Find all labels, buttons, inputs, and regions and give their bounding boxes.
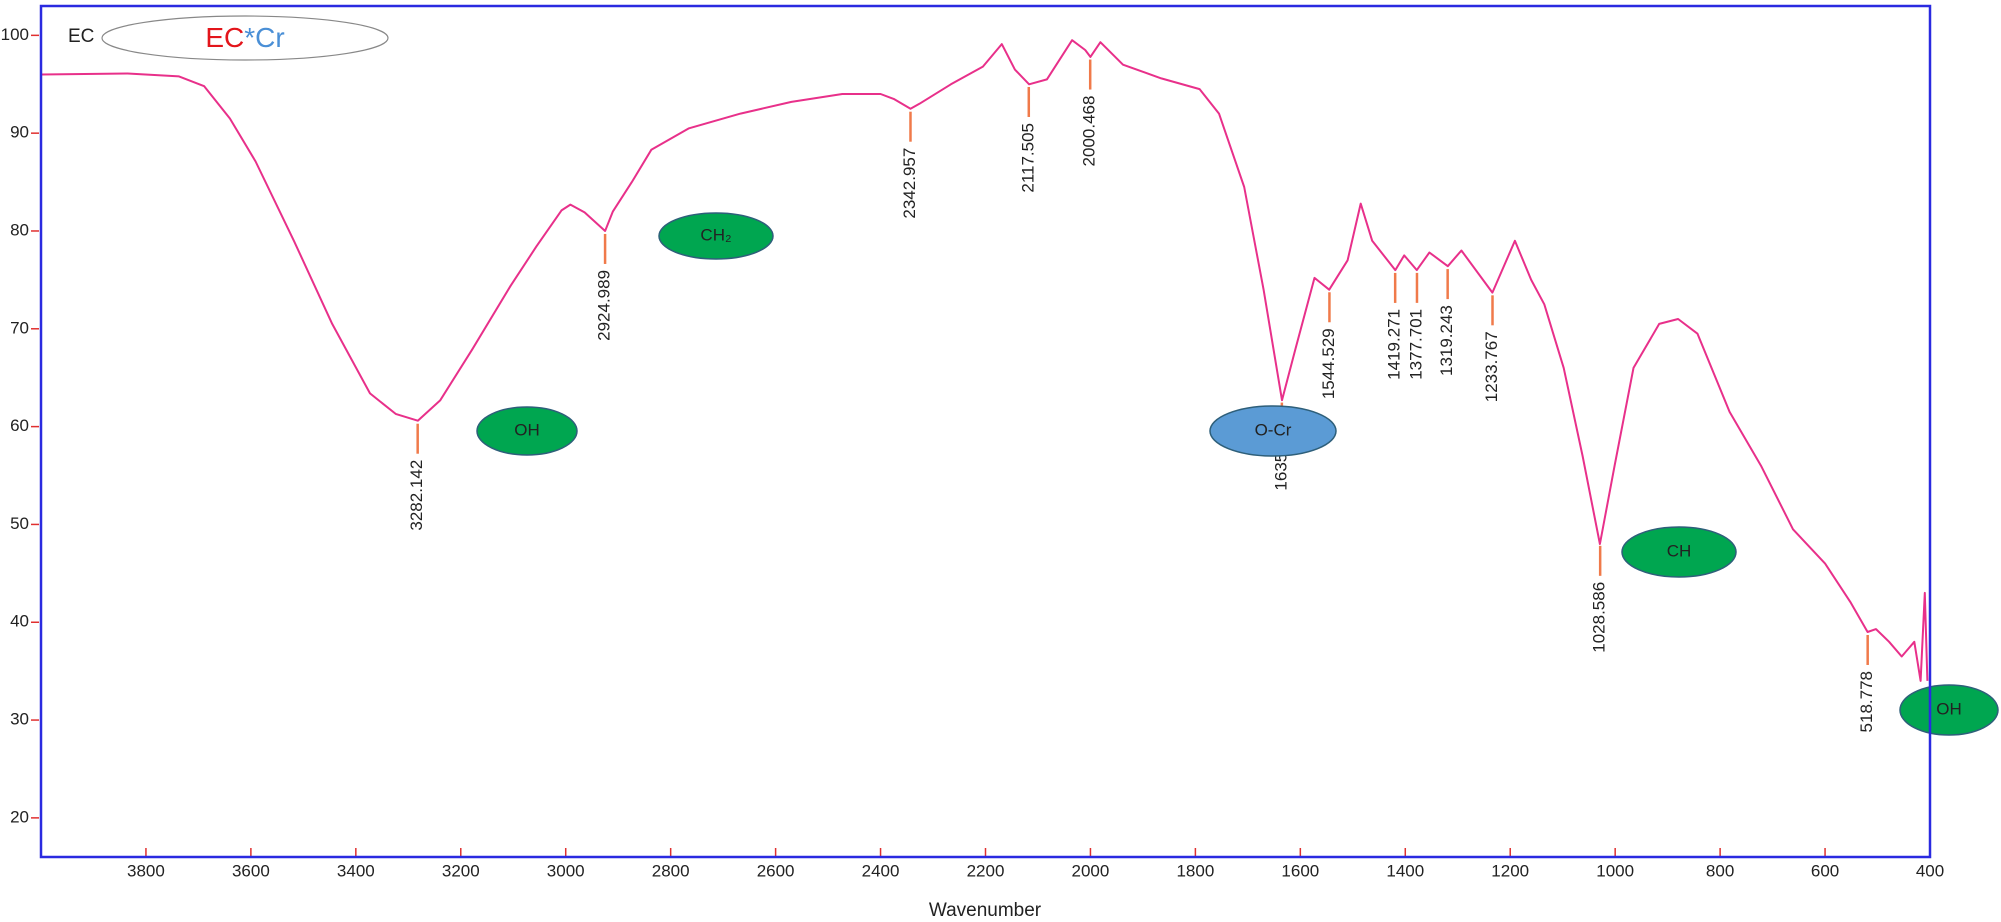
spectrum-line bbox=[40, 39, 1929, 682]
x-tick-label: 1600 bbox=[1281, 861, 1319, 880]
group-badge bbox=[658, 212, 774, 260]
x-tick-label: 2600 bbox=[757, 861, 795, 880]
peak-label: 2000.468 bbox=[1080, 96, 1099, 167]
y-tick-label: 90 bbox=[10, 123, 29, 142]
peak-label: 3282.142 bbox=[407, 460, 426, 531]
y-tick-label: 70 bbox=[10, 318, 29, 337]
y-tick-label: 30 bbox=[10, 710, 29, 729]
legend-series-name: EC bbox=[68, 26, 94, 47]
legend-sample-part: EC bbox=[205, 22, 244, 53]
peak-label: 2924.989 bbox=[595, 270, 614, 341]
legend-ellipse bbox=[101, 15, 389, 61]
group-label: CH bbox=[1667, 541, 1692, 560]
x-tick-label: 3800 bbox=[127, 861, 165, 880]
peak-label: 1377.701 bbox=[1406, 309, 1425, 380]
group-badge bbox=[1209, 405, 1337, 457]
peak-label: 518.778 bbox=[1857, 671, 1876, 732]
x-tick-label: 2400 bbox=[862, 861, 900, 880]
peak-label: 1028.586 bbox=[1590, 582, 1609, 653]
group-badge bbox=[1621, 526, 1737, 578]
group-label: OH bbox=[514, 420, 540, 439]
x-tick-label: 3000 bbox=[547, 861, 585, 880]
y-tick-label: 20 bbox=[10, 807, 29, 826]
group-label: OH bbox=[1936, 699, 1962, 718]
x-tick-label: 3400 bbox=[337, 861, 375, 880]
x-tick-label: 3200 bbox=[442, 861, 480, 880]
group-badge bbox=[1899, 684, 1999, 736]
peak-label: 1544.529 bbox=[1319, 328, 1338, 399]
x-tick-label: 3600 bbox=[232, 861, 270, 880]
y-tick-label: 60 bbox=[10, 416, 29, 435]
x-tick-label: 2000 bbox=[1072, 861, 1110, 880]
peak-label: 1419.271 bbox=[1385, 309, 1404, 380]
x-tick-label: 400 bbox=[1916, 861, 1944, 880]
x-axis-label: Wavenumber bbox=[929, 900, 1042, 921]
peak-label: 2117.505 bbox=[1018, 123, 1037, 193]
x-tick-label: 1200 bbox=[1491, 861, 1529, 880]
y-tick-label: 50 bbox=[10, 514, 29, 533]
x-tick-label: 800 bbox=[1706, 861, 1734, 880]
legend-sample-part: * bbox=[244, 22, 255, 53]
x-tick-label: 2800 bbox=[652, 861, 690, 880]
peak-label: 1233.767 bbox=[1482, 331, 1501, 402]
x-tick-label: 600 bbox=[1811, 861, 1839, 880]
group-label: CH₂ bbox=[700, 225, 731, 244]
group-label: O-Cr bbox=[1255, 420, 1292, 439]
x-tick-label: 2200 bbox=[967, 861, 1005, 880]
x-tick-label: 1400 bbox=[1386, 861, 1424, 880]
y-tick-label: 40 bbox=[10, 612, 29, 631]
legend-sample-part: Cr bbox=[255, 22, 285, 53]
x-tick-label: 1000 bbox=[1596, 861, 1634, 880]
peak-label: 1319.243 bbox=[1437, 305, 1456, 376]
group-badge bbox=[476, 406, 578, 456]
peak-label: 2342.957 bbox=[900, 148, 919, 219]
x-tick-label: 1800 bbox=[1176, 861, 1214, 880]
legend-sample-label: EC*Cr bbox=[205, 22, 284, 53]
y-tick-label: 80 bbox=[10, 220, 29, 239]
y-tick-label: 100 bbox=[1, 25, 29, 44]
plot-frame bbox=[39, 4, 1932, 859]
